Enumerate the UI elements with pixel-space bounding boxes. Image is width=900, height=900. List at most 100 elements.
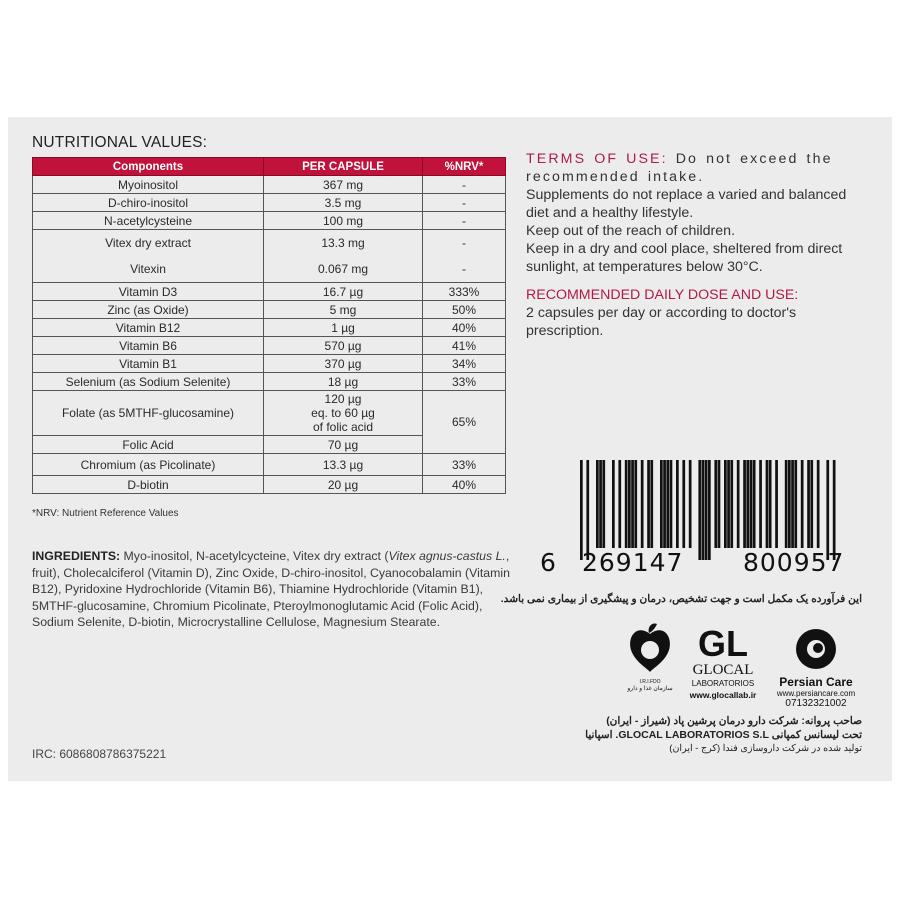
irc-code: IRC: 6086808786375221 [32, 747, 167, 761]
terms-line: Keep out of the reach of children. [526, 223, 736, 239]
irfdo-emblem-icon [630, 623, 670, 672]
barcode-bar [618, 460, 622, 548]
barcode [580, 460, 836, 560]
per-capsule-cell: 570 µg [263, 336, 423, 355]
component-cell: Vitexin [32, 256, 264, 283]
barcode-bar [580, 460, 583, 560]
component-cell: Chromium (as Picolinate) [32, 453, 264, 476]
header-per-capsule: PER CAPSULE [263, 157, 423, 176]
component-cell: D-chiro-inositol [32, 193, 264, 212]
per-capsule-cell: 0.067 mg [263, 256, 423, 283]
barcode-bar [602, 460, 606, 548]
barcode-bar [816, 460, 820, 548]
irfdo-text: I.R.I.FDO [639, 679, 661, 685]
nrv-cell: - [422, 256, 506, 283]
barcode-bar [586, 460, 590, 560]
irfdo-logo: I.R.I.FDO سازمان غذا و دارو [620, 622, 680, 692]
barcode-bar [765, 460, 769, 548]
per-capsule-cell: 120 µg eq. to 60 µg of folic acid [263, 390, 423, 436]
barcode-bar [784, 460, 788, 548]
barcode-bar [714, 460, 718, 548]
table-row: Vitamin D3 16.7 µg 333% [32, 282, 506, 301]
barcode-digits-right: 800957 [743, 548, 845, 577]
per-capsule-line: 120 µg [324, 392, 362, 406]
terms-line: Keep in a dry and cool place, sheltered … [526, 241, 843, 275]
terms-line: Supplements do not replace a varied and … [526, 187, 847, 221]
barcode-bar [724, 460, 727, 548]
table-row: Zinc (as Oxide) 5 mg 50% [32, 300, 506, 319]
barcode-bar [810, 460, 814, 548]
nrv-cell: - [422, 193, 506, 212]
barcode-bar [640, 460, 644, 548]
barcode-digits-left: 269147 [582, 548, 684, 577]
barcode-bar [743, 460, 746, 548]
persian-care-phone: 07132321002 [785, 698, 847, 709]
barcode-bar [800, 460, 804, 548]
nrv-cell: 65% [422, 390, 506, 454]
table-row: Vitexin 0.067 mg - [32, 256, 506, 283]
component-cell: Vitamin D3 [32, 282, 264, 301]
barcode-bar [631, 460, 634, 548]
table-row: Vitamin B12 1 µg 40% [32, 318, 506, 337]
per-capsule-cell: 70 µg [263, 435, 423, 454]
barcode-bar [746, 460, 750, 548]
nrv-cell: 41% [422, 336, 506, 355]
ingredients-label: INGREDIENTS: [32, 549, 121, 563]
per-capsule-cell: 3.5 mg [263, 193, 423, 212]
barcode-bar [628, 460, 631, 548]
nrv-footnote: *NRV: Nutrient Reference Values [32, 508, 179, 519]
nrv-cell: 34% [422, 354, 506, 373]
barcode-bar [794, 460, 798, 548]
barcode-bar [807, 460, 810, 548]
ingredients-latin-name: Vitex agnus-castus L. [388, 549, 506, 563]
nrv-cell: 333% [422, 282, 506, 301]
nrv-cell: - [422, 211, 506, 230]
barcode-bar [704, 460, 708, 560]
per-capsule-line: eq. to 60 µg [311, 406, 375, 420]
table-row: N-acetylcysteine 100 mg - [32, 211, 506, 230]
barcode-bar [682, 460, 686, 548]
barcode-digit-first: 6 [540, 548, 556, 577]
table-row: Vitex dry extract 13.3 mg - [32, 229, 506, 256]
nutrition-title: NUTRITIONAL VALUES: [32, 134, 208, 151]
barcode-bar [788, 460, 791, 548]
barcode-bar [676, 460, 679, 548]
barcode-bar [727, 460, 730, 548]
barcode-bar [660, 460, 663, 548]
persian-care-name: Persian Care [779, 675, 853, 689]
glocal-mark: GL [698, 623, 748, 664]
table-row: Vitamin B1 370 µg 34% [32, 354, 506, 373]
nrv-cell: - [422, 175, 506, 194]
per-capsule-cell: 370 µg [263, 354, 423, 373]
barcode-bar [826, 460, 830, 560]
glocal-url: www.glocallab.ir [689, 690, 757, 700]
barcode-bar [775, 460, 778, 548]
nrv-cell: 33% [422, 372, 506, 391]
barcode-bar [647, 460, 650, 548]
table-row: Myoinositol 367 mg - [32, 175, 506, 194]
barcode-bar [717, 460, 721, 548]
barcode-bar [791, 460, 794, 548]
per-capsule-cell: 5 mg [263, 300, 423, 319]
nutrition-table: Components PER CAPSULE %NRV* Myoinositol… [32, 157, 506, 494]
table-row: Folic Acid 70 µg [32, 435, 506, 454]
ingredients: INGREDIENTS: Myo-inositol, N-acetylcycte… [32, 548, 510, 631]
per-capsule-cell: 18 µg [263, 372, 423, 391]
per-capsule-cell: 20 µg [263, 475, 423, 494]
irfdo-fa: سازمان غذا و دارو [627, 686, 673, 692]
terms-first: Do not exceed the recommended intake. [526, 151, 833, 185]
table-row: Chromium (as Picolinate) 13.3 µg 33% [32, 453, 506, 476]
per-capsule-cell: 16.7 µg [263, 282, 423, 301]
glocal-logo: GL GLOCAL LABORATORIOS www.glocallab.ir [686, 623, 760, 701]
barcode-bar [650, 460, 654, 548]
barcode-bar [612, 460, 615, 548]
component-cell: N-acetylcysteine [32, 211, 264, 230]
per-capsule-cell: 13.3 µg [263, 453, 423, 476]
component-cell: Vitex dry extract [32, 229, 264, 256]
persian-care-emblem-icon [796, 629, 836, 669]
nrv-cell: 40% [422, 475, 506, 494]
barcode-bar [768, 460, 772, 548]
per-capsule-cell: 100 mg [263, 211, 423, 230]
table-row: Selenium (as Sodium Selenite) 18 µg 33% [32, 372, 506, 391]
nrv-cell: 50% [422, 300, 506, 319]
